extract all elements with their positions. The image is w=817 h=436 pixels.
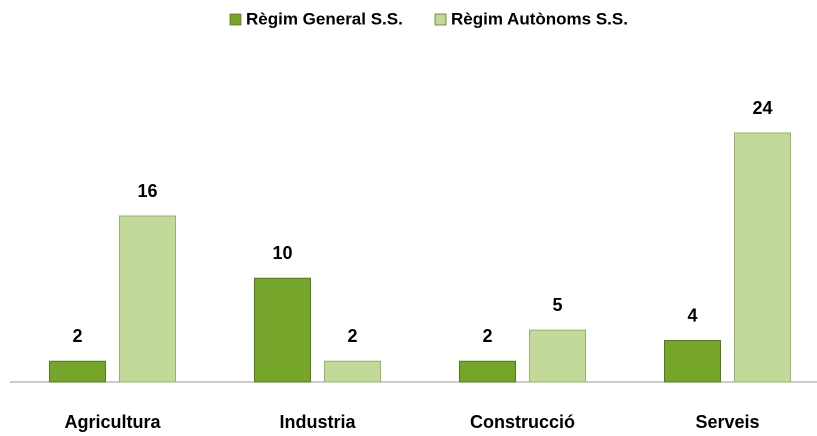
value-label: 5 xyxy=(552,295,562,315)
bar xyxy=(734,132,791,383)
value-label: 10 xyxy=(272,243,292,263)
bar xyxy=(49,360,106,383)
legend-swatch xyxy=(434,13,447,26)
bar xyxy=(459,360,516,383)
value-label: 2 xyxy=(482,326,492,346)
x-tick-label: Construcció xyxy=(470,412,575,432)
legend-label: Règim General S.S. xyxy=(246,9,403,28)
bar xyxy=(254,277,311,383)
value-label: 2 xyxy=(72,326,82,346)
value-label: 2 xyxy=(347,326,357,346)
x-tick-label: Agricultura xyxy=(64,412,161,432)
legend-label: Règim Autònoms S.S. xyxy=(451,9,628,28)
legend-swatch xyxy=(229,13,242,26)
value-label: 4 xyxy=(687,305,697,325)
bar xyxy=(664,340,721,383)
value-label: 24 xyxy=(752,98,772,118)
bar xyxy=(529,329,586,383)
x-tick-label: Serveis xyxy=(695,412,759,432)
value-label: 16 xyxy=(137,181,157,201)
bar xyxy=(324,360,381,383)
x-tick-label: Industria xyxy=(279,412,356,432)
bar xyxy=(119,215,176,383)
